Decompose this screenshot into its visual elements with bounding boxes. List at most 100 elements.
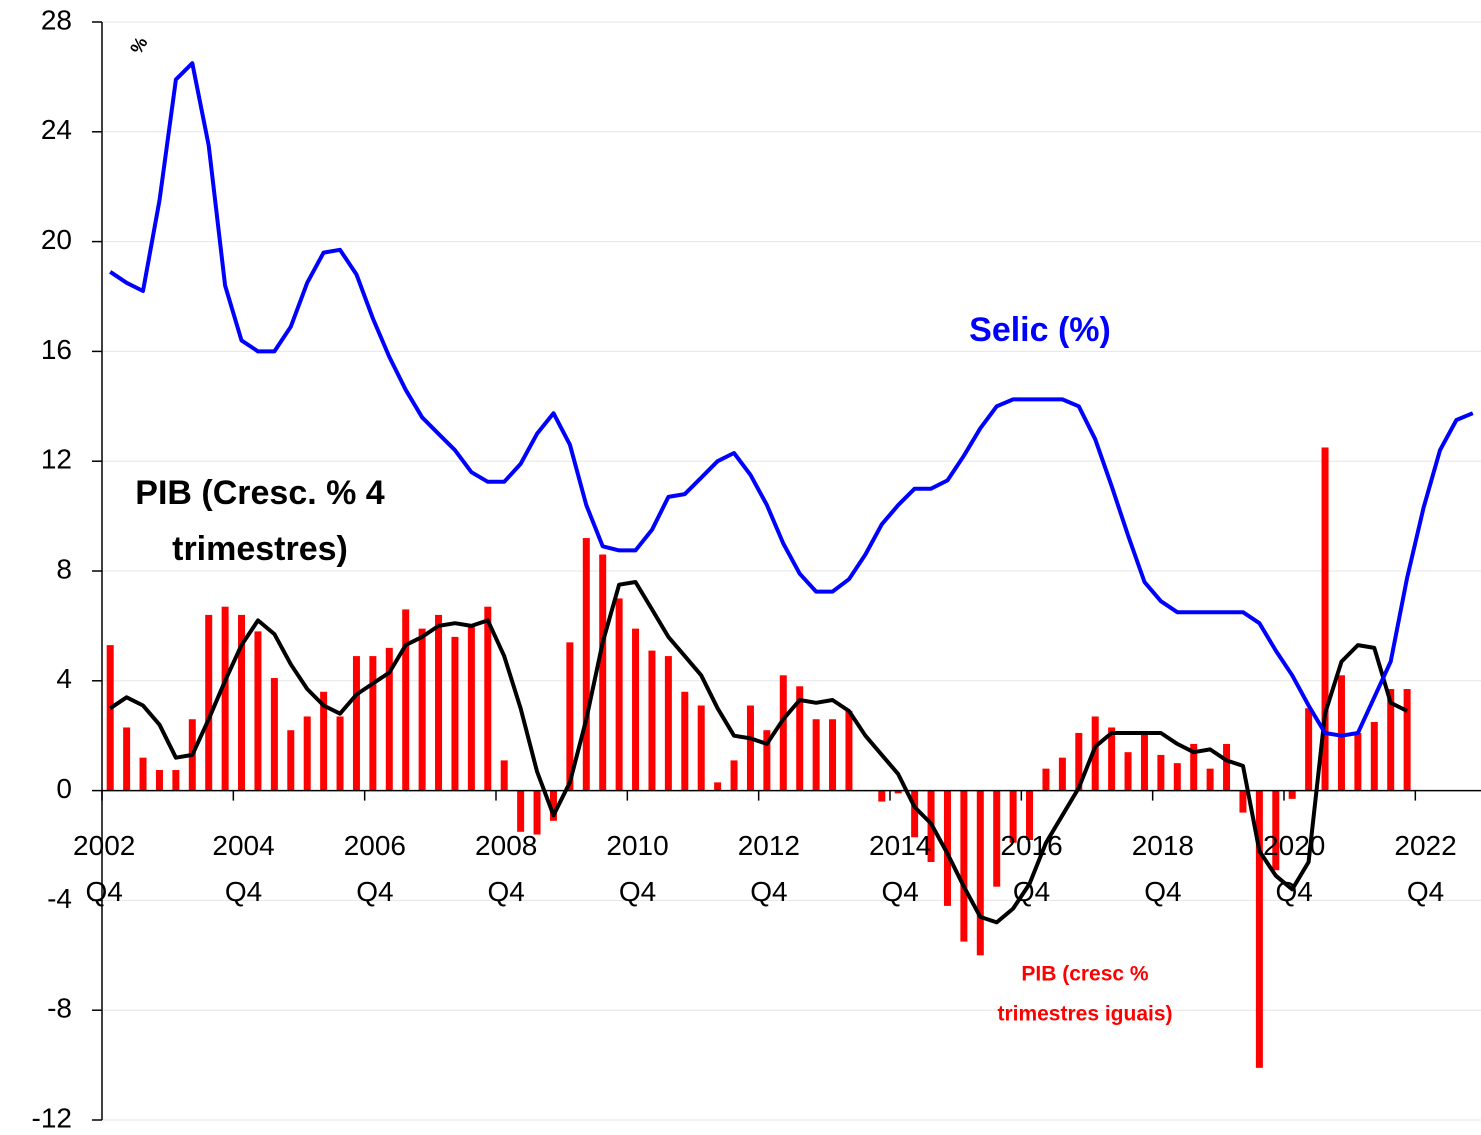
- x-tick-label: 2010 Q4: [606, 829, 669, 907]
- x-tick-label: 2020 Q4: [1263, 829, 1326, 907]
- x-tick-label: 2008 Q4: [475, 829, 538, 907]
- y-tick-label: 28: [41, 4, 72, 35]
- annotation: PIB (cresc %: [1021, 963, 1149, 986]
- bar: [1075, 732, 1083, 791]
- bar: [1206, 768, 1214, 791]
- bar: [664, 656, 672, 791]
- bar: [435, 614, 443, 791]
- bar: [1173, 763, 1181, 791]
- bar: [943, 790, 951, 906]
- bar: [779, 675, 787, 791]
- bar: [566, 642, 574, 791]
- bar: [1108, 727, 1116, 791]
- bar: [960, 790, 968, 942]
- bar: [369, 656, 377, 791]
- x-tick-label: 2018 Q4: [1131, 829, 1195, 907]
- bar: [829, 719, 837, 791]
- bar: [796, 686, 804, 791]
- bar: [1009, 790, 1017, 843]
- bar: [1223, 743, 1231, 791]
- y-tick-label: 0: [56, 773, 72, 804]
- bar: [714, 782, 722, 791]
- bar: [238, 614, 246, 791]
- bar: [582, 538, 590, 791]
- y-tick-label: 24: [41, 114, 72, 145]
- bar: [1321, 447, 1329, 791]
- bar: [270, 678, 278, 791]
- y-tick-label: 20: [41, 224, 72, 255]
- bar: [1370, 721, 1378, 791]
- y-tick-label: 12: [41, 444, 72, 475]
- bar: [352, 656, 360, 791]
- bar: [484, 606, 492, 791]
- bar: [681, 691, 689, 791]
- x-tick-label: 2012 Q4: [737, 829, 801, 907]
- x-tick-label: 2002 Q4: [73, 829, 136, 907]
- y-tick-label: 8: [56, 553, 72, 584]
- bar: [746, 705, 754, 791]
- bar: [1124, 752, 1132, 791]
- bar: [1058, 757, 1066, 791]
- x-tick-label: 2022 Q4: [1394, 829, 1457, 907]
- bar: [1354, 732, 1362, 791]
- bar: [418, 628, 426, 791]
- y-unit-label: %: [126, 33, 151, 57]
- bar: [467, 625, 475, 791]
- x-tick-label: 2016 Q4: [1000, 829, 1063, 907]
- bar: [648, 650, 656, 791]
- bar: [763, 730, 771, 791]
- x-tick-label: 2006 Q4: [343, 829, 407, 907]
- y-tick-label: 4: [56, 663, 72, 694]
- bar: [1190, 743, 1198, 791]
- y-tick-label: -8: [47, 993, 72, 1024]
- bar: [599, 554, 607, 791]
- bar: [1305, 708, 1313, 791]
- bar: [993, 790, 1001, 887]
- bar: [632, 628, 640, 791]
- bar: [517, 790, 525, 832]
- y-tick-label: -4: [47, 883, 72, 914]
- annotation: Selic (%): [969, 311, 1111, 349]
- bar: [402, 609, 410, 791]
- annotation: trimestres iguais): [997, 1003, 1172, 1026]
- bar: [1403, 689, 1411, 791]
- bar: [1255, 790, 1263, 1068]
- bar: [549, 790, 557, 821]
- bar: [221, 606, 229, 791]
- x-tick-label: 2014 Q4: [869, 829, 932, 907]
- bar: [1026, 790, 1034, 841]
- bar: [878, 790, 886, 802]
- bar: [172, 770, 180, 791]
- bar: [500, 760, 508, 791]
- bar: [254, 631, 262, 791]
- bar: [336, 716, 344, 791]
- bar: [1042, 768, 1050, 791]
- bar: [911, 790, 919, 838]
- bar: [1288, 790, 1296, 799]
- y-tick-label: 16: [41, 334, 72, 365]
- bar: [812, 719, 820, 791]
- bar: [1239, 790, 1247, 813]
- bar: [615, 598, 623, 791]
- bar: [1091, 716, 1099, 791]
- annotation: PIB (Cresc. % 4: [135, 474, 385, 512]
- line: [109, 61, 1474, 738]
- bar: [1272, 790, 1280, 871]
- x-tick-label: 2004 Q4: [212, 829, 275, 907]
- bar: [1157, 754, 1165, 791]
- bar: [1140, 732, 1148, 791]
- bar: [106, 645, 114, 791]
- bar: [320, 691, 328, 791]
- annotation: trimestres): [172, 530, 348, 568]
- bar: [303, 716, 311, 791]
- bar: [730, 760, 738, 791]
- bar: [976, 790, 984, 956]
- bar: [697, 705, 705, 791]
- bar: [1387, 689, 1395, 791]
- bar: [155, 770, 163, 791]
- bar: [1337, 675, 1345, 791]
- bar: [894, 790, 902, 794]
- bar: [139, 757, 147, 791]
